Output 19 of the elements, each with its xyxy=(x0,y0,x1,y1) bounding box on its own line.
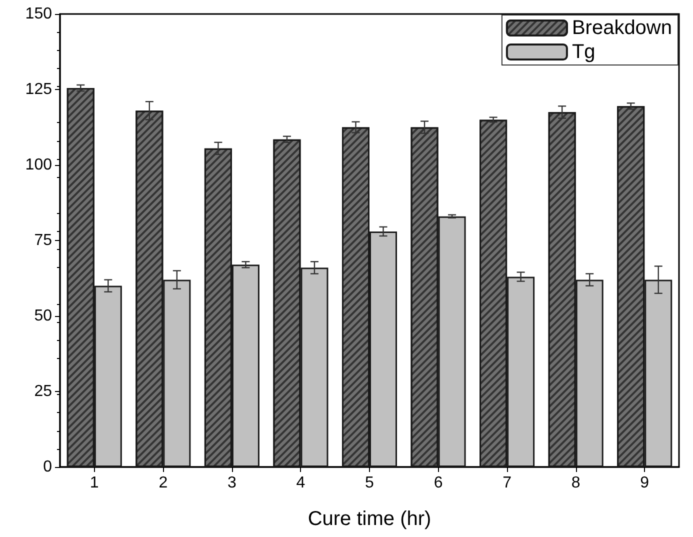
x-tick-label: 6 xyxy=(434,474,443,492)
y-tick-label: 125 xyxy=(25,81,52,98)
x-tick-label: 4 xyxy=(296,474,306,492)
x-tick-label: 3 xyxy=(227,474,236,492)
y-tick-label: 150 xyxy=(25,6,52,22)
x-tick-label: 2 xyxy=(158,474,168,492)
y-tick-label: 75 xyxy=(34,232,52,249)
y-tick-label: 25 xyxy=(34,383,52,400)
x-tick-label: 7 xyxy=(502,474,512,492)
x-tick-label: 1 xyxy=(90,474,99,492)
y-tick-label: 50 xyxy=(34,308,52,324)
x-tick-label: 8 xyxy=(571,474,580,492)
x-tick-label: 9 xyxy=(640,474,650,492)
y-tick-label: 0 xyxy=(43,458,52,476)
x-tick-label: 5 xyxy=(365,474,374,492)
y-tick-label: 100 xyxy=(25,156,52,174)
legend-label: Breakdown xyxy=(572,17,672,39)
legend-label: Tg xyxy=(572,41,596,63)
x-axis-title: Cure time (hr) xyxy=(308,508,432,530)
